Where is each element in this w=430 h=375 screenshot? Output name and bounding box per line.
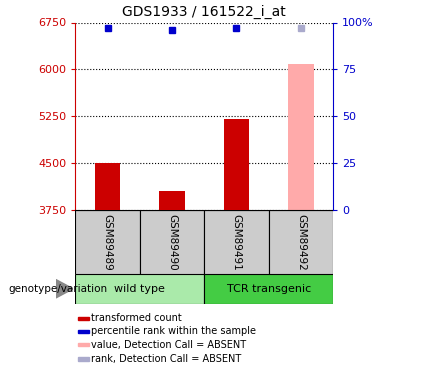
Text: wild type: wild type xyxy=(114,284,165,294)
Text: GSM89489: GSM89489 xyxy=(102,213,113,270)
Text: GSM89492: GSM89492 xyxy=(296,213,306,270)
Bar xyxy=(269,210,333,274)
Bar xyxy=(75,210,140,274)
Bar xyxy=(224,119,249,210)
Bar xyxy=(75,274,204,304)
Bar xyxy=(78,343,89,346)
Text: value, Detection Call = ABSENT: value, Detection Call = ABSENT xyxy=(91,340,246,350)
Bar xyxy=(288,64,314,210)
Bar xyxy=(140,210,204,274)
Bar xyxy=(159,191,185,210)
Text: genotype/variation: genotype/variation xyxy=(9,284,108,294)
Bar xyxy=(78,357,89,361)
Text: GSM89490: GSM89490 xyxy=(167,214,177,270)
Bar xyxy=(78,316,89,320)
Bar xyxy=(95,163,120,210)
Text: transformed count: transformed count xyxy=(91,313,181,323)
Bar xyxy=(78,330,89,333)
Title: GDS1933 / 161522_i_at: GDS1933 / 161522_i_at xyxy=(123,4,286,19)
Text: TCR transgenic: TCR transgenic xyxy=(227,284,311,294)
Text: rank, Detection Call = ABSENT: rank, Detection Call = ABSENT xyxy=(91,354,241,364)
Text: percentile rank within the sample: percentile rank within the sample xyxy=(91,327,256,336)
Bar xyxy=(204,274,333,304)
Text: GSM89491: GSM89491 xyxy=(231,213,242,270)
Bar xyxy=(204,210,269,274)
Polygon shape xyxy=(56,280,73,298)
